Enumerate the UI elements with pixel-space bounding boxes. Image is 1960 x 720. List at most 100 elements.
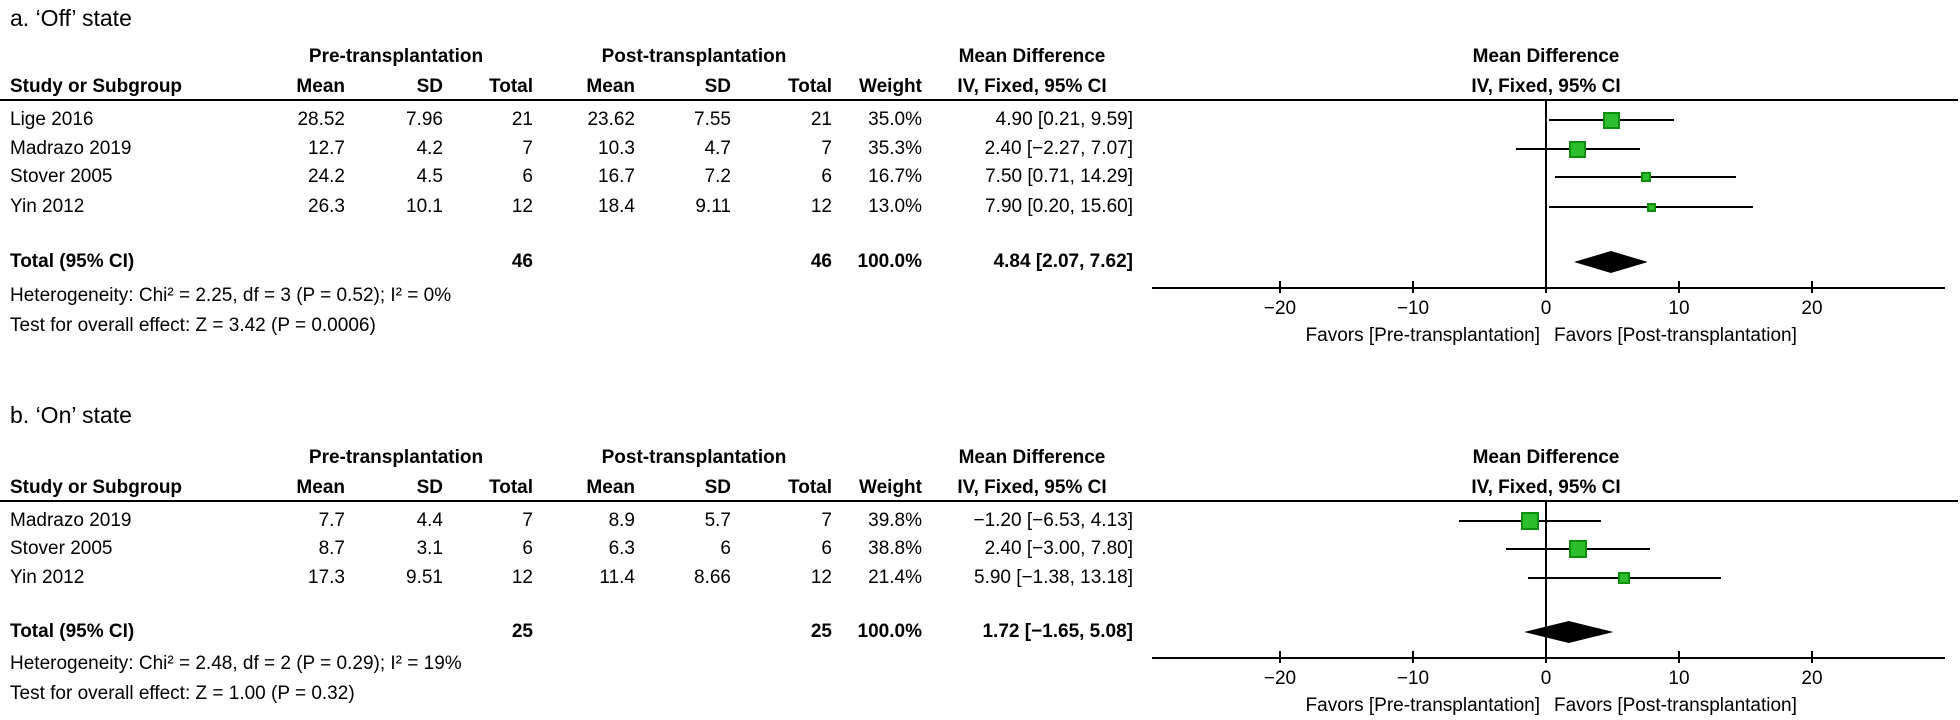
- cell-weight: 35.0%: [868, 109, 922, 130]
- cell-mean_post: 18.4: [598, 196, 635, 217]
- axis-tick-label: 0: [1540, 668, 1552, 689]
- heterogeneity-text: Heterogeneity: Chi² = 2.25, df = 3 (P = …: [10, 285, 452, 306]
- axis-tick-label: 10: [1668, 668, 1690, 689]
- study-row-label: Stover 2005: [10, 538, 113, 559]
- favors-left-label: Favors [Pre-transplantation]: [1305, 695, 1540, 716]
- col-header-weight: Weight: [859, 477, 922, 498]
- cell-sd_pre: 10.1: [406, 196, 443, 217]
- cell-total_post: 21: [810, 109, 832, 130]
- cell-total_post: 12: [810, 567, 832, 588]
- group-header-post: Post-transplantation: [601, 447, 787, 468]
- total-pre-n: 25: [511, 621, 533, 642]
- cell-total_pre: 21: [511, 109, 533, 130]
- col-header-study: Study or Subgroup: [10, 76, 183, 97]
- axis-tick: [1545, 281, 1547, 293]
- total-pre-n: 46: [511, 251, 533, 272]
- md-header-plot-line1: Mean Difference: [1472, 46, 1620, 67]
- cell-total_post: 6: [821, 166, 832, 187]
- col-header-sd: SD: [704, 477, 731, 498]
- axis-tick: [1678, 281, 1680, 293]
- cell-total_pre: 7: [522, 138, 533, 159]
- col-header-weight: Weight: [859, 76, 922, 97]
- study-row-label: Stover 2005: [10, 166, 113, 187]
- effect-marker: [1568, 540, 1587, 558]
- axis-tick: [1811, 281, 1813, 293]
- axis-tick: [1279, 651, 1281, 663]
- axis-tick: [1678, 651, 1680, 663]
- zero-line: [1545, 502, 1547, 658]
- md-header-table-line1: Mean Difference: [958, 46, 1106, 67]
- overall-effect-text: Test for overall effect: Z = 3.42 (P = 0…: [10, 315, 376, 336]
- axis-line: [1152, 657, 1945, 659]
- group-header-post: Post-transplantation: [601, 46, 787, 67]
- axis-tick-label: −10: [1396, 668, 1430, 689]
- cell-sd_post: 7.55: [694, 109, 731, 130]
- axis-tick-label: 20: [1801, 668, 1823, 689]
- study-row-label: Madrazo 2019: [10, 138, 132, 159]
- axis-tick-label: 20: [1801, 298, 1823, 319]
- cell-mean_post: 10.3: [598, 138, 635, 159]
- col-header-sd: SD: [416, 477, 443, 498]
- cell-total_post: 12: [810, 196, 832, 217]
- cell-weight: 39.8%: [868, 510, 922, 531]
- total-diamond: [1524, 621, 1614, 643]
- cell-total_post: 7: [821, 510, 832, 531]
- cell-sd_post: 4.7: [704, 138, 731, 159]
- favors-left-label: Favors [Pre-transplantation]: [1305, 325, 1540, 346]
- panel-title: b. ‘On’ state: [10, 402, 132, 428]
- header-rule: [0, 500, 1958, 502]
- cell-ci-text: 7.50 [0.71, 14.29]: [985, 166, 1133, 187]
- effect-marker: [1618, 572, 1631, 584]
- col-header-mean: Mean: [296, 76, 345, 97]
- cell-mean_post: 11.4: [599, 567, 635, 588]
- favors-right-label: Favors [Post-transplantation]: [1554, 695, 1797, 716]
- axis-tick-label: −20: [1263, 298, 1297, 319]
- cell-weight: 35.3%: [868, 138, 922, 159]
- study-row-label: Madrazo 2019: [10, 510, 132, 531]
- col-header-total: Total: [489, 477, 533, 498]
- cell-sd_pre: 9.51: [406, 567, 443, 588]
- col-header-mean: Mean: [586, 76, 635, 97]
- cell-total_pre: 6: [522, 166, 533, 187]
- cell-mean_pre: 7.7: [318, 510, 345, 531]
- cell-weight: 13.0%: [868, 196, 922, 217]
- md-header-table-line2: IV, Fixed, 95% CI: [957, 477, 1107, 498]
- axis-tick: [1412, 651, 1414, 663]
- axis-tick: [1279, 281, 1281, 293]
- cell-total_post: 7: [821, 138, 832, 159]
- cell-ci-text: 2.40 [−3.00, 7.80]: [984, 538, 1133, 559]
- cell-mean_pre: 12.7: [308, 138, 345, 159]
- effect-marker: [1521, 512, 1540, 530]
- effect-marker: [1646, 202, 1656, 212]
- header-rule: [0, 99, 1958, 101]
- axis-tick-label: 0: [1540, 298, 1552, 319]
- cell-ci-text: −1.20 [−6.53, 4.13]: [973, 510, 1133, 531]
- cell-ci-text: 5.90 [−1.38, 13.18]: [974, 567, 1133, 588]
- total-diamond: [1573, 251, 1648, 273]
- effect-marker: [1569, 140, 1587, 158]
- col-header-mean: Mean: [296, 477, 345, 498]
- col-header-total: Total: [489, 76, 533, 97]
- overall-effect-text: Test for overall effect: Z = 1.00 (P = 0…: [10, 683, 355, 704]
- col-header-total: Total: [788, 76, 832, 97]
- study-row-label: Yin 2012: [10, 567, 85, 588]
- cell-ci-text: 7.90 [0.20, 15.60]: [985, 196, 1133, 217]
- zero-line: [1545, 101, 1547, 288]
- cell-sd_pre: 3.1: [416, 538, 443, 559]
- cell-mean_pre: 8.7: [318, 538, 345, 559]
- total-label: Total (95% CI): [10, 251, 135, 272]
- cell-total_pre: 7: [522, 510, 533, 531]
- study-row-label: Yin 2012: [10, 196, 85, 217]
- effect-marker: [1602, 111, 1620, 129]
- col-header-mean: Mean: [586, 477, 635, 498]
- cell-sd_post: 8.66: [694, 567, 731, 588]
- panel-title: a. ‘Off’ state: [10, 5, 132, 31]
- cell-sd_post: 9.11: [695, 196, 731, 217]
- md-header-table-line1: Mean Difference: [958, 447, 1106, 468]
- cell-weight: 16.7%: [868, 166, 922, 187]
- cell-total_pre: 12: [511, 567, 533, 588]
- cell-total_pre: 12: [511, 196, 533, 217]
- cell-weight: 21.4%: [868, 567, 922, 588]
- study-row-label: Lige 2016: [10, 109, 94, 130]
